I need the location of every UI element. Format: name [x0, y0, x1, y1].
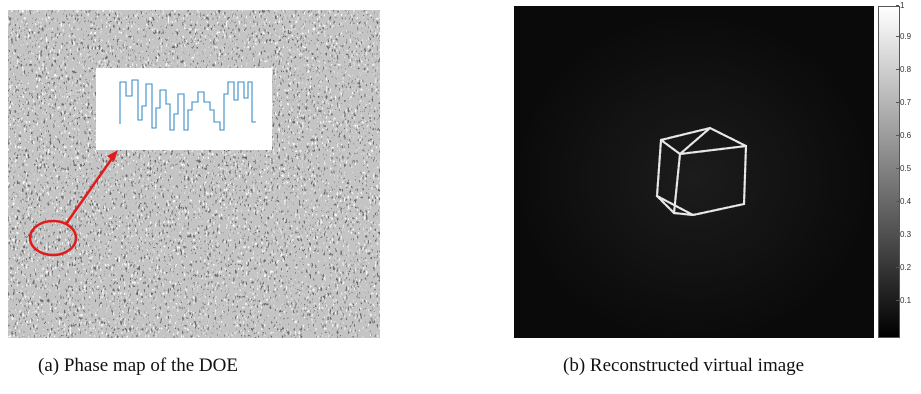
callout-arrow-line [64, 156, 115, 225]
colorbar-tick: 0.6 [895, 131, 912, 140]
inset-phase-profile [96, 68, 272, 150]
highlight-circle [28, 219, 78, 257]
caption-phase-map: (a) Phase map of the DOE [38, 355, 238, 376]
callout-arrowhead [107, 150, 118, 162]
colorbar-tick: 0.3 [895, 230, 912, 239]
reconstructed-image [514, 6, 874, 338]
colorbar-tick: 0.1 [895, 296, 912, 305]
colorbar-tick: 0.2 [895, 263, 912, 272]
colorbar [878, 6, 900, 338]
wireframe-cube [655, 126, 748, 217]
caption-reconstruction: (b) Reconstructed virtual image [563, 355, 805, 376]
phase-map-image [8, 10, 380, 338]
colorbar-tick: 0.4 [895, 197, 912, 206]
colorbar-tick: 0.8 [895, 65, 912, 74]
colorbar-tick: 0.5 [895, 164, 912, 173]
phase-profile-line [119, 79, 256, 131]
colorbar-tick: 0.9 [895, 32, 912, 41]
reconstruction-background [514, 6, 874, 338]
colorbar-tick: 1 [895, 1, 905, 10]
phase-map-texture [8, 10, 380, 338]
colorbar-tick: 0.7 [895, 98, 912, 107]
